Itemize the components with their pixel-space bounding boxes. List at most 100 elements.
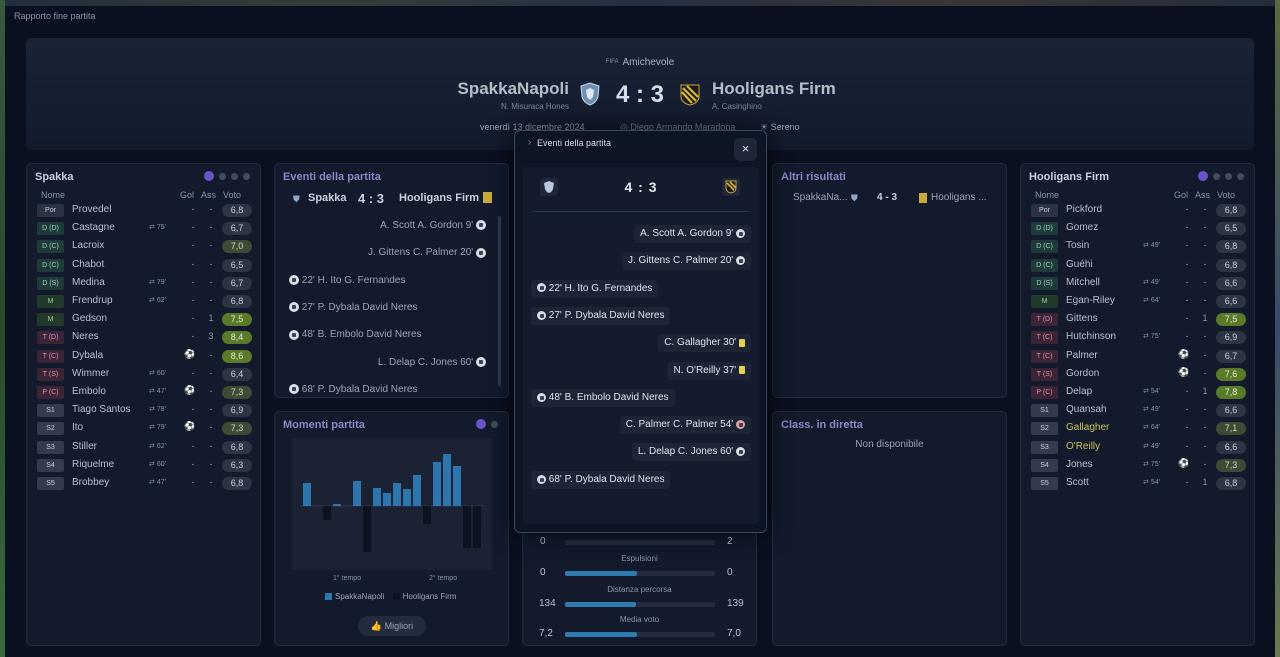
position-badge: P (C) [1031,386,1058,399]
player-rating: 6,8 [1216,204,1246,217]
player-row[interactable]: T (D) Gittens - 1 7,5 [1031,312,1251,328]
position-badge: T (D) [37,331,64,345]
substitution-icon: ⇄ 79' [149,424,166,432]
player-rating: 6,4 [222,367,252,381]
player-row[interactable]: S5 Brobbey ⇄ 47' - -6,8 [37,476,257,492]
player-row[interactable]: Por Provedel - -6,8 [37,203,257,219]
player-assists: - [209,276,213,287]
substitution-icon: ⇄ 60' [149,369,166,377]
player-row[interactable]: M Gedson - 1 7,5 [37,312,257,328]
page-dot[interactable] [243,173,250,180]
goal-icon [537,392,546,402]
page-dot[interactable] [219,173,226,180]
player-row[interactable]: P (C) Embolo ⇄ 47' ⚽ -7,3 [37,385,257,401]
player-goals: - [1185,258,1189,269]
player-row[interactable]: T (C) Palmer ⚽ -6,7 [1031,349,1251,365]
player-row[interactable]: Por Pickford - -6,8 [1031,203,1251,219]
modal-event-item: C. Gallagher 30' [658,334,751,353]
page-dot[interactable] [204,171,214,181]
stat-label: Espulsioni [621,554,658,563]
ball-icon: ⚽ [184,385,196,395]
moments-chart [292,438,492,570]
player-row[interactable]: T (C) Dybala ⚽ -8,6 [37,349,257,365]
player-goals: - [191,367,195,378]
player-row[interactable]: P (C) Delap ⇄ 54' - 1 7,8 [1031,385,1251,401]
live-table-panel: Class. in diretta Non disponibile [772,411,1007,646]
player-row[interactable]: D (C) Guéhi - -6,8 [1031,258,1251,274]
player-row[interactable]: S3 O'Reilly ⇄ 49' - -6,6 [1031,440,1251,456]
player-row[interactable]: D (C) Lacroix - -7,0 [37,239,257,255]
player-row[interactable]: S5 Scott ⇄ 54' - 1 6,8 [1031,476,1251,492]
player-rating: 6,7 [222,222,252,236]
player-goals: - [191,295,195,305]
goal-icon [537,283,546,293]
player-goals: - [1185,204,1189,214]
player-row[interactable]: D (D) Castagne ⇄ 75' - -6,7 [37,221,257,237]
page-dot[interactable] [231,173,238,180]
result-row[interactable]: SpakkaNa... ⛊ 4 - 3 Hooligans ... [793,192,993,208]
player-row[interactable]: S1 Tiago Santos ⇄ 78' - -6,9 [37,403,257,419]
home-crest-icon [540,178,558,196]
player-row[interactable]: M Egan-Riley ⇄ 64' - -6,6 [1031,294,1251,310]
player-row[interactable]: S4 Riquelme ⇄ 60' - -6,3 [37,458,257,474]
player-row[interactable]: M Frendrup ⇄ 62' - -6,8 [37,294,257,310]
player-name: Neres [72,331,99,343]
home-crest-icon [580,82,600,106]
player-name: Stiller [72,440,98,452]
column-ass: Ass [1195,190,1211,200]
player-rating: 7,1 [1216,422,1246,436]
position-badge: D (C) [37,240,64,254]
page-dot[interactable] [491,421,498,428]
page-dot[interactable] [476,419,486,429]
page-dot[interactable] [1198,171,1208,181]
player-row[interactable]: S3 Stiller ⇄ 62' - -6,8 [37,440,257,456]
player-row[interactable]: S2 Gallagher ⇄ 64' - -7,1 [1031,421,1251,437]
player-assists: - [209,258,213,269]
player-assists: - [209,477,213,487]
position-badge: S5 [1031,477,1058,490]
legend-away: Hooligans Firm [402,592,457,601]
player-goals: - [1185,331,1189,342]
page-dot[interactable] [1225,173,1232,180]
moments-legend: SpakkaNapoli Hooligans Firm [325,592,456,601]
events-modal: › Eventi della partita × 4 : 3 A. Scott … [514,130,767,533]
player-row[interactable]: D (S) Mitchell ⇄ 49' - -6,6 [1031,276,1251,292]
modal-event-item: 27' P. Dybala David Neres [531,306,671,325]
close-button[interactable]: × [734,138,757,161]
modal-event-item: 22' H. Ito G. Fernandes [531,279,659,298]
stat-bar [565,602,715,607]
page-dot[interactable] [1213,173,1220,180]
player-row[interactable]: S2 Ito ⇄ 79' ⚽ -7,3 [37,421,257,437]
stat-away-value: 0 [727,567,733,578]
player-row[interactable]: D (C) Tosin ⇄ 49' - -6,8 [1031,239,1251,255]
position-badge: S2 [1031,422,1058,436]
player-row[interactable]: S4 Jones ⇄ 75' ⚽ -7,3 [1031,458,1251,474]
stat-bar-fill [565,571,637,576]
player-assists: - [1203,331,1207,342]
player-assists: - [1203,295,1207,305]
player-row[interactable]: T (S) Wimmer ⇄ 60' - -6,4 [37,367,257,383]
player-row[interactable]: D (S) Medina ⇄ 79' - -6,7 [37,276,257,292]
player-name: Castagne [72,222,115,234]
substitution-icon: ⇄ 54' [1143,388,1160,395]
player-row[interactable]: D (C) Chabot - -6,5 [37,258,257,274]
player-goals: - [191,440,195,451]
player-assists: - [209,404,213,415]
result-home: SpakkaNa... [793,192,848,203]
position-badge: T (S) [37,367,64,381]
best-moments-button[interactable]: 👍 Migliori [358,616,426,636]
player-name: Brobbey [72,477,110,488]
substitution-icon: ⇄ 78' [149,406,166,414]
player-assists: - [1203,404,1207,415]
player-row[interactable]: T (D) Neres - 3 8,4 [37,330,257,346]
player-row[interactable]: D (D) Gomez - -6,5 [1031,221,1251,237]
player-assists: - [209,295,213,305]
events-scrollbar[interactable] [498,216,501,386]
player-row[interactable]: S1 Quansah ⇄ 49' - -6,6 [1031,403,1251,419]
player-row[interactable]: T (C) Hutchinson ⇄ 75' - -6,9 [1031,330,1251,346]
player-row[interactable]: T (S) Gordon ⚽ -7,6 [1031,367,1251,383]
player-assists: - [1203,276,1207,287]
page-dot[interactable] [1237,173,1244,180]
away-shield-icon [483,192,492,203]
live-table-title: Class. in diretta [781,419,863,431]
